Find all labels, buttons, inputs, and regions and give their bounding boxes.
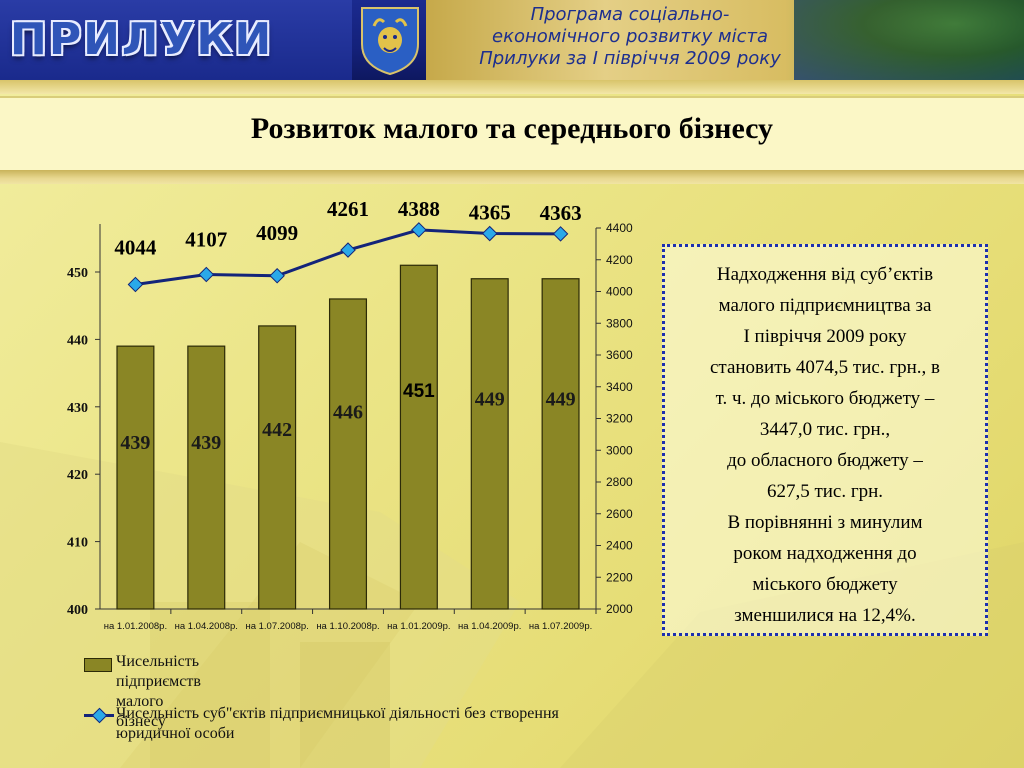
- info-line: роком надходження до: [733, 543, 917, 564]
- bar: [541, 278, 580, 610]
- logo-panel: ПРИЛУКИ: [0, 0, 352, 80]
- bar-value-label: 451: [403, 381, 435, 402]
- right-axis-tick-label: 3400: [606, 380, 633, 394]
- header-banner: ПРИЛУКИ Програма соціально- економічного…: [0, 0, 1024, 80]
- line-point-marker: [340, 242, 356, 258]
- legend-line-label: Чисельність суб"єктів підприємницької ді…: [116, 705, 559, 742]
- line-point-marker: [552, 226, 569, 242]
- info-line: малого підприємництва за: [718, 295, 932, 316]
- info-line: І півріччя 2009 року: [743, 326, 907, 347]
- line-value-label: 4363: [540, 201, 582, 225]
- right-axis-tick-label: 3600: [606, 348, 633, 362]
- legend-bar-swatch: [84, 658, 112, 672]
- right-axis-tick-label: 3800: [606, 316, 633, 330]
- right-axis-tick-label: 4200: [606, 253, 633, 267]
- right-axis-tick-label: 3000: [606, 443, 633, 457]
- title-band: Розвиток малого та середнього бізнесу: [0, 96, 1024, 184]
- x-axis-tick-label: на 1.01.2009р.: [387, 621, 450, 632]
- line-value-label: 4107: [185, 228, 227, 252]
- info-text: Надходження від суб’єктів малого підприє…: [665, 247, 985, 631]
- bar: [187, 345, 226, 610]
- title-underline: [0, 170, 1024, 184]
- info-line: міського бюджету: [752, 574, 898, 595]
- info-line: становить 4074,5 тис. грн., в: [709, 357, 940, 378]
- line-value-label: 4099: [256, 221, 298, 245]
- info-line: т. ч. до міського бюджету –: [715, 388, 935, 409]
- program-caption: Програма соціально- економічного розвитк…: [440, 4, 820, 70]
- right-axis-tick-label: 4000: [606, 285, 633, 299]
- right-axis-tick-label: 2400: [606, 539, 633, 553]
- banner-eu-stars-map: [794, 0, 1024, 80]
- right-axis-tick-label: 2200: [606, 570, 633, 584]
- line-point-marker: [481, 225, 498, 242]
- bar: [399, 264, 438, 610]
- bar: [116, 345, 155, 610]
- right-axis-tick-label: 4400: [606, 221, 633, 235]
- line-point-marker: [269, 268, 285, 284]
- left-axis-tick-label: 430: [67, 401, 88, 416]
- bar-value-label: 442: [262, 419, 292, 441]
- bar-value-label: 439: [120, 432, 150, 454]
- right-axis-tick-label: 2800: [606, 475, 633, 489]
- bar: [328, 298, 368, 610]
- left-axis-tick-label: 400: [67, 603, 88, 618]
- x-axis-tick-label: на 1.10.2008р.: [316, 621, 379, 632]
- x-axis-tick-label: на 1.07.2009р.: [529, 621, 592, 632]
- line-value-label: 4388: [398, 197, 440, 221]
- info-line: В порівнянні з минулим: [727, 512, 923, 533]
- city-logo-text: ПРИЛУКИ: [10, 14, 274, 65]
- bar-value-label: 449: [546, 389, 576, 411]
- bar-value-label: 439: [191, 432, 221, 454]
- bar: [258, 325, 297, 610]
- left-axis-tick-label: 410: [67, 536, 88, 551]
- x-axis-tick-label: на 1.07.2008р.: [245, 621, 308, 632]
- line-point-marker: [127, 276, 144, 293]
- line-value-label: 4044: [114, 236, 157, 260]
- info-line: Надходження від суб’єктів: [716, 264, 934, 285]
- left-axis-tick-label: 450: [67, 266, 88, 281]
- right-axis-tick-label: 3200: [606, 412, 633, 426]
- slide-title: Розвиток малого та середнього бізнесу: [250, 112, 774, 145]
- line-value-label: 4365: [469, 201, 511, 225]
- info-line: зменшилися на 12,4%.: [734, 605, 916, 626]
- bar-value-label: 449: [475, 389, 505, 411]
- right-axis-tick-label: 2600: [606, 507, 633, 521]
- legend-bar-label: Чисельність підприємств малого бізнесу: [116, 653, 201, 730]
- program-line-3: Прилуки за І півріччя 2009 року: [479, 48, 781, 69]
- legend-line-swatch: [84, 714, 114, 717]
- banner-underline: [0, 80, 1024, 94]
- revenue-info-box: Надходження від суб’єктів малого підприє…: [662, 244, 988, 636]
- line-point-marker: [411, 222, 427, 238]
- x-axis-tick-label: на 1.04.2009р.: [458, 621, 521, 632]
- info-line: до обласного бюджету –: [727, 450, 923, 471]
- right-axis-tick-label: 2000: [606, 602, 633, 616]
- city-crest-icon: [361, 7, 419, 76]
- x-axis-tick-label: на 1.01.2008р.: [104, 621, 167, 632]
- program-line-1: Програма соціально-: [530, 4, 730, 25]
- line-point-marker: [198, 266, 215, 283]
- info-line: 3447,0 тис. грн.,: [759, 419, 891, 440]
- bar-value-label: 446: [333, 402, 363, 424]
- info-line: 627,5 тис. грн.: [766, 481, 884, 502]
- business-chart: 400 410 420 430 440 450 2000 2200 2400 2600 2800 30…: [67, 197, 633, 632]
- left-axis-tick-label: 420: [67, 468, 88, 483]
- x-axis-tick-label: на 1.04.2008р.: [175, 621, 238, 632]
- program-line-2: економічного розвитку міста: [492, 26, 768, 47]
- bar: [470, 278, 509, 610]
- left-axis-tick-label: 440: [67, 333, 88, 348]
- line-value-label: 4261: [327, 197, 369, 221]
